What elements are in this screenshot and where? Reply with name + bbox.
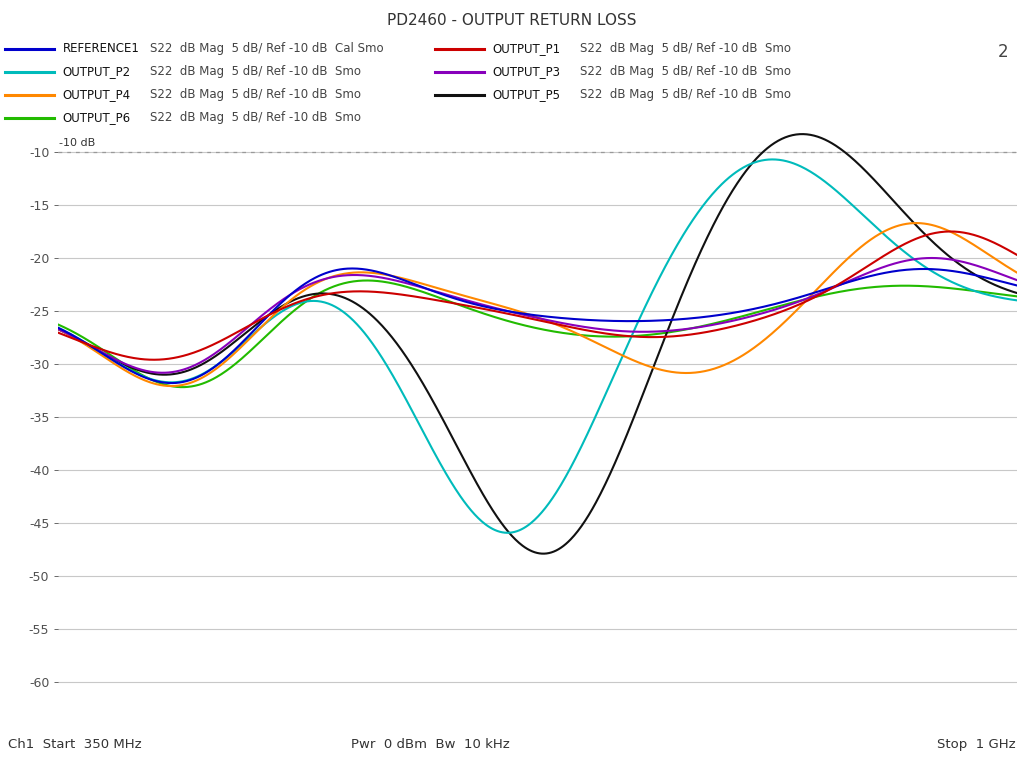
Text: OUTPUT_P2: OUTPUT_P2 bbox=[62, 65, 131, 78]
Text: Stop  1 GHz: Stop 1 GHz bbox=[937, 738, 1016, 751]
Text: S22  dB Mag  5 dB/ Ref -10 dB  Smo: S22 dB Mag 5 dB/ Ref -10 dB Smo bbox=[580, 42, 791, 55]
Text: S22  dB Mag  5 dB/ Ref -10 dB  Smo: S22 dB Mag 5 dB/ Ref -10 dB Smo bbox=[580, 88, 791, 101]
Text: REFERENCE1: REFERENCE1 bbox=[62, 42, 139, 55]
Text: OUTPUT_P4: OUTPUT_P4 bbox=[62, 88, 131, 101]
Text: S22  dB Mag  5 dB/ Ref -10 dB  Smo: S22 dB Mag 5 dB/ Ref -10 dB Smo bbox=[580, 65, 791, 78]
Text: OUTPUT_P6: OUTPUT_P6 bbox=[62, 111, 131, 124]
Text: OUTPUT_P1: OUTPUT_P1 bbox=[493, 42, 561, 55]
Text: S22  dB Mag  5 dB/ Ref -10 dB  Smo: S22 dB Mag 5 dB/ Ref -10 dB Smo bbox=[150, 88, 360, 101]
Text: OUTPUT_P5: OUTPUT_P5 bbox=[493, 88, 560, 101]
Text: S22  dB Mag  5 dB/ Ref -10 dB  Smo: S22 dB Mag 5 dB/ Ref -10 dB Smo bbox=[150, 111, 360, 124]
Text: Ch1  Start  350 MHz: Ch1 Start 350 MHz bbox=[8, 738, 141, 751]
Text: PD2460 - OUTPUT RETURN LOSS: PD2460 - OUTPUT RETURN LOSS bbox=[387, 13, 637, 28]
Text: -10 dB: -10 dB bbox=[59, 137, 95, 147]
Text: 2: 2 bbox=[998, 43, 1009, 61]
Text: S22  dB Mag  5 dB/ Ref -10 dB  Cal Smo: S22 dB Mag 5 dB/ Ref -10 dB Cal Smo bbox=[150, 42, 383, 55]
Text: S22  dB Mag  5 dB/ Ref -10 dB  Smo: S22 dB Mag 5 dB/ Ref -10 dB Smo bbox=[150, 65, 360, 78]
Text: Pwr  0 dBm  Bw  10 kHz: Pwr 0 dBm Bw 10 kHz bbox=[350, 738, 510, 751]
Text: OUTPUT_P3: OUTPUT_P3 bbox=[493, 65, 560, 78]
